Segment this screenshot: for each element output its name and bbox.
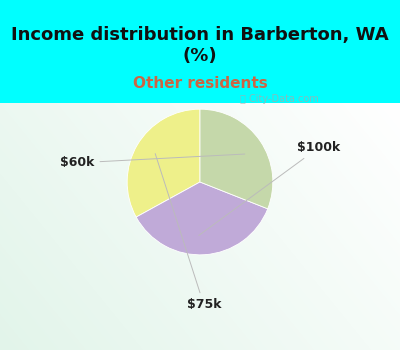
Text: Other residents: Other residents (133, 76, 267, 91)
Text: Income distribution in Barberton, WA
(%): Income distribution in Barberton, WA (%) (11, 26, 389, 65)
Wedge shape (200, 109, 273, 209)
Text: $100k: $100k (199, 141, 340, 236)
Text: ⓘ City-Data.com: ⓘ City-Data.com (240, 94, 319, 105)
Text: $60k: $60k (60, 154, 245, 169)
Text: $75k: $75k (155, 154, 221, 311)
Wedge shape (127, 109, 200, 217)
Wedge shape (136, 182, 268, 255)
